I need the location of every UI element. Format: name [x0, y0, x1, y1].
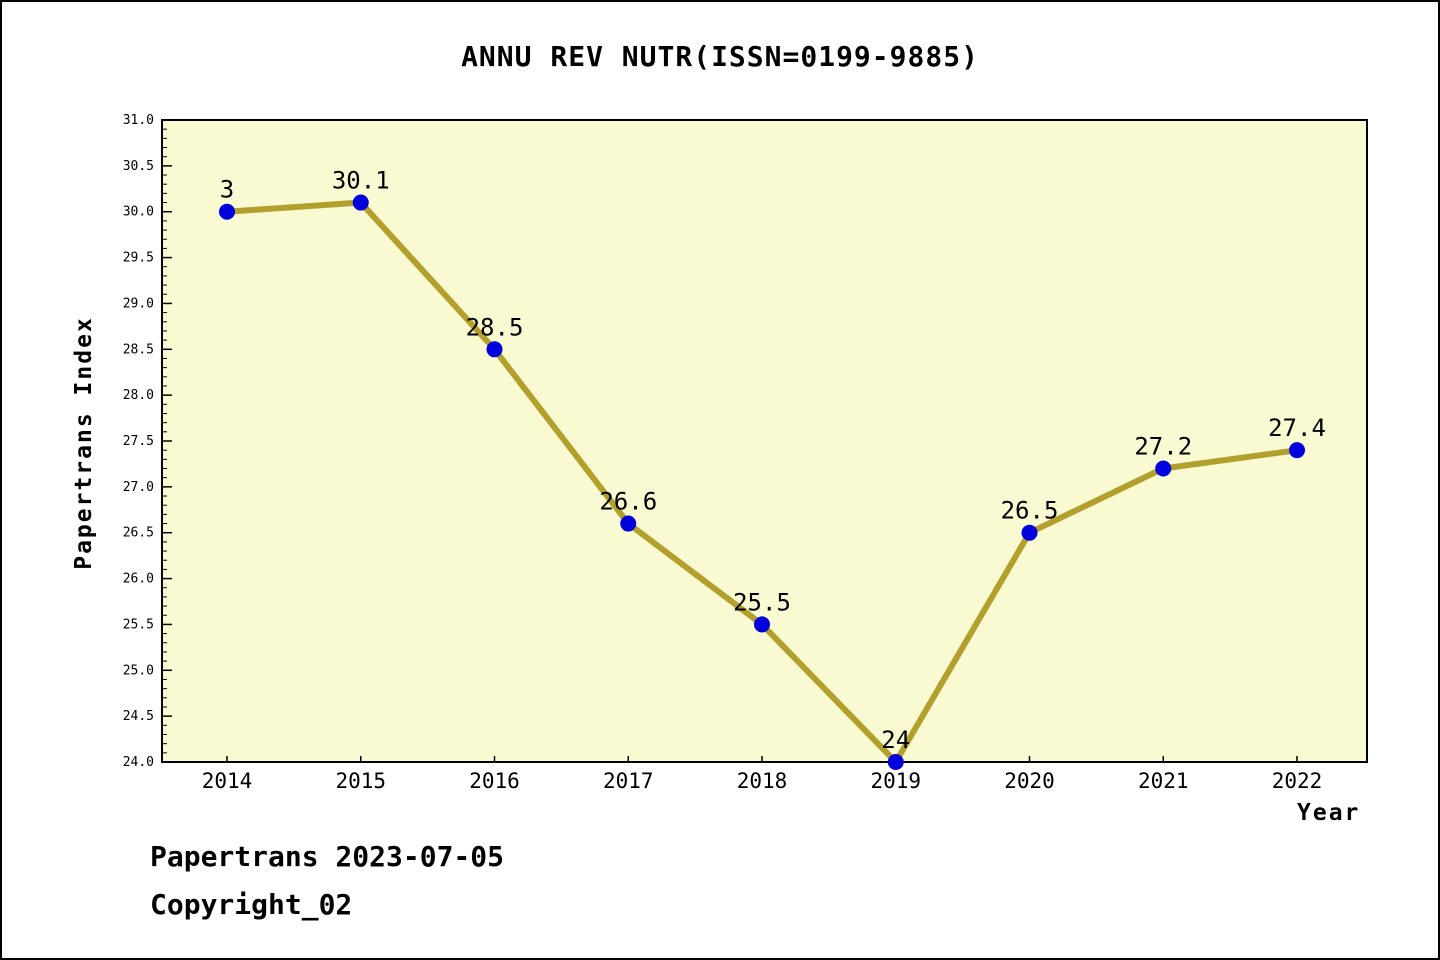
- y-tick-label: 26.5: [123, 526, 154, 541]
- y-tick-label: 28.0: [123, 388, 154, 403]
- data-point-label: 27.2: [1134, 433, 1192, 461]
- data-point-label: 24: [881, 726, 910, 754]
- x-tick-label: 2017: [603, 769, 654, 793]
- x-tick-label: 2019: [870, 769, 921, 793]
- data-point: [352, 194, 369, 211]
- x-tick-label: 2018: [737, 769, 788, 793]
- y-tick-label: 24.0: [123, 755, 154, 770]
- data-point: [1021, 524, 1038, 541]
- data-point: [1289, 442, 1305, 459]
- data-point: [1155, 460, 1172, 477]
- data-point: [620, 515, 637, 532]
- y-tick-label: 26.0: [123, 572, 154, 587]
- data-point-label: 26.6: [599, 488, 657, 516]
- x-tick-label: 2014: [202, 769, 253, 793]
- data-point-label: 26.5: [1001, 497, 1059, 525]
- y-tick-label: 24.5: [123, 709, 154, 724]
- data-point-label: 28.5: [466, 313, 524, 341]
- data-point: [754, 616, 770, 633]
- x-tick-label: 2020: [1004, 769, 1055, 793]
- data-point-label: 25.5: [733, 588, 791, 616]
- footer-date: Papertrans 2023-07-05: [150, 840, 505, 873]
- x-tick-label: 2021: [1138, 769, 1189, 793]
- y-axis-label: Papertrans Index: [71, 316, 97, 570]
- x-tick-label: 2022: [1272, 769, 1323, 793]
- y-tick-label: 25.0: [123, 663, 154, 678]
- y-tick-label: 27.0: [123, 480, 154, 495]
- chart-title: ANNU REV NUTR(ISSN=0199-9885): [461, 40, 979, 73]
- y-tick-label: 27.5: [123, 434, 154, 449]
- data-point-label: 27.4: [1268, 414, 1326, 442]
- footer-copyright: Copyright_02: [150, 888, 353, 921]
- y-tick-label: 29.5: [123, 251, 154, 266]
- data-point-label: 30.1: [332, 167, 390, 195]
- plot-area: [161, 119, 1368, 763]
- y-tick-label: 30.5: [123, 159, 154, 174]
- data-point: [219, 203, 235, 220]
- x-tick-label: 2015: [335, 769, 386, 793]
- x-axis-label: Year: [1297, 800, 1361, 826]
- y-tick-label: 30.0: [123, 205, 154, 220]
- data-point-label: 3: [220, 176, 234, 204]
- y-tick-label: 31.0: [123, 113, 154, 128]
- y-tick-label: 25.5: [123, 617, 154, 632]
- data-point: [887, 754, 904, 770]
- data-point: [486, 341, 503, 358]
- y-tick-label: 29.0: [123, 296, 154, 311]
- x-tick-label: 2016: [469, 769, 520, 793]
- y-tick-label: 28.5: [123, 342, 154, 357]
